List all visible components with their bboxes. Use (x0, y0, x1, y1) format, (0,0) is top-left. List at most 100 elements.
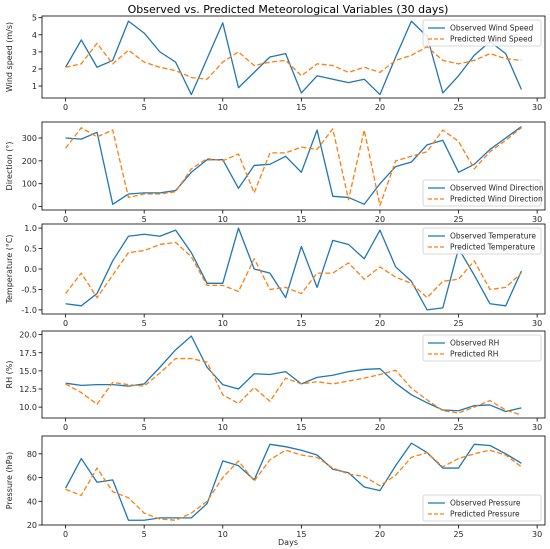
legend: Observed Temperature Predicted Temperatur… (422, 227, 542, 255)
y-tick-label: 3 (32, 48, 37, 57)
x-tick-label: 0 (63, 215, 68, 224)
x-tick-label: 15 (296, 530, 306, 539)
observed-series-line (65, 126, 522, 205)
x-tick-label: 25 (453, 103, 463, 112)
chart-panel-2: 0 100 200 300 0 5 10 15 20 25 30 Direction (°) Obser… (5, 121, 546, 224)
y-tick-label: 1.0 (24, 224, 37, 233)
x-tick-label: 0 (63, 530, 68, 539)
y-axis-label: Wind speed (m/s) (5, 22, 14, 92)
y-tick-label: 200 (22, 157, 37, 166)
x-tick-label: 5 (142, 423, 147, 432)
x-tick-label: 10 (218, 215, 228, 224)
x-tick-label: 5 (142, 215, 147, 224)
y-tick-label: 4 (32, 31, 37, 40)
x-tick-label: 0 (63, 319, 68, 328)
y-tick-label: 1 (32, 82, 37, 91)
y-tick-label: 15.0 (19, 367, 37, 376)
x-tick-label: 0 (63, 103, 68, 112)
y-tick-label: 60 (27, 474, 37, 483)
x-tick-label: 10 (218, 103, 228, 112)
y-tick-label: 20.0 (19, 331, 37, 340)
predicted-series-line (65, 127, 522, 207)
predicted-series-line (65, 357, 522, 416)
y-axis-label: Pressure (hPa) (5, 452, 14, 509)
x-tick-label: 25 (453, 319, 463, 328)
plot-area-frame (41, 15, 546, 99)
chart-panel-3: -1.0 -0.5 0.0 0.5 1.0 0 5 10 15 20 25 30 Temperature… (5, 223, 546, 328)
x-tick-label: 15 (296, 319, 306, 328)
legend-box (422, 19, 542, 47)
y-tick-label: -1.0 (21, 306, 37, 315)
legend-entry-label: Predicted Wind Speed (450, 35, 533, 44)
legend-entry-label: Observed RH (450, 339, 499, 348)
x-tick-label: 30 (532, 423, 542, 432)
plot-area-frame (41, 435, 546, 526)
legend-entry-label: Predicted Temperature (450, 243, 535, 252)
x-tick-label: 25 (453, 215, 463, 224)
legend-entry-label: Observed Wind Direction (450, 184, 544, 193)
legend-entry-label: Observed Pressure (450, 499, 521, 508)
predicted-series-line (65, 449, 522, 521)
legend-entry-label: Observed Wind Speed (450, 24, 533, 33)
legend-box (422, 334, 542, 362)
x-tick-label: 10 (218, 423, 228, 432)
legend-entry-label: Observed Temperature (450, 232, 536, 241)
y-tick-label: 80 (27, 450, 37, 459)
y-axis-label: RH (%) (5, 361, 14, 389)
y-tick-label: 12.5 (19, 385, 37, 394)
chart-panel-1: 1 2 3 4 5 0 5 10 15 20 25 30 Wind speed (m/s) Observe… (5, 14, 546, 112)
predicted-series-line (65, 42, 522, 80)
legend: Observed Wind Direction Predicted Wind Di… (422, 179, 544, 207)
observed-series-line (65, 335, 522, 413)
y-tick-label: 20 (27, 521, 37, 530)
legend-box (422, 227, 542, 255)
legend: Observed RH Predicted RH (422, 334, 542, 362)
legend-box (422, 494, 542, 522)
y-tick-label: 0.5 (24, 245, 37, 254)
x-tick-label: 30 (532, 215, 542, 224)
y-tick-label: 300 (22, 134, 37, 143)
x-tick-label: 5 (142, 530, 147, 539)
x-axis-label: Days (278, 538, 298, 547)
x-tick-label: 0 (63, 423, 68, 432)
plot-area-frame (41, 330, 546, 419)
chart-panels: 1 2 3 4 5 0 5 10 15 20 25 30 Wind speed (m/s) Observe… (5, 14, 546, 539)
x-tick-label: 20 (375, 423, 385, 432)
legend-entry-label: Predicted Pressure (450, 510, 520, 519)
observed-series-line (65, 442, 522, 521)
x-tick-label: 20 (375, 530, 385, 539)
x-tick-label: 15 (296, 215, 306, 224)
y-tick-label: 0.0 (24, 265, 37, 274)
x-tick-label: 30 (532, 530, 542, 539)
x-tick-label: 30 (532, 319, 542, 328)
y-axis-label: Direction (°) (5, 142, 14, 191)
y-tick-label: 100 (22, 180, 37, 189)
observed-series-line (65, 20, 523, 96)
legend-entry-label: Predicted Wind Direction (450, 195, 543, 204)
legend: Observed Wind Speed Predicted Wind Speed (422, 19, 542, 47)
x-tick-label: 10 (218, 530, 228, 539)
y-tick-label: 5 (32, 14, 37, 23)
chart-panel-4: 10.0 12.5 15.0 17.5 20.0 0 5 10 15 20 25 30 RH (%) Ob… (5, 330, 546, 432)
y-tick-label: 40 (27, 497, 37, 506)
y-tick-label: -0.5 (21, 285, 37, 294)
legend-box (422, 179, 542, 207)
x-tick-label: 15 (296, 103, 306, 112)
x-tick-label: 5 (142, 319, 147, 328)
y-tick-label: 10.0 (19, 403, 37, 412)
legend-entry-label: Predicted RH (450, 350, 498, 359)
legend: Observed Pressure Predicted Pressure (422, 494, 542, 522)
x-tick-label: 25 (453, 530, 463, 539)
x-tick-label: 10 (218, 319, 228, 328)
x-tick-label: 20 (375, 319, 385, 328)
predicted-series-line (65, 241, 522, 299)
x-tick-label: 30 (532, 103, 542, 112)
chart-panel-5: 20 40 60 80 0 5 10 15 20 25 30 Pressure (hPa) Observ… (5, 435, 546, 539)
y-axis-label: Temperature (°C) (5, 234, 14, 304)
plot-area-frame (41, 121, 546, 211)
y-tick-label: 17.5 (19, 349, 37, 358)
x-tick-label: 25 (453, 423, 463, 432)
x-tick-label: 15 (296, 423, 306, 432)
y-tick-label: 2 (32, 65, 37, 74)
